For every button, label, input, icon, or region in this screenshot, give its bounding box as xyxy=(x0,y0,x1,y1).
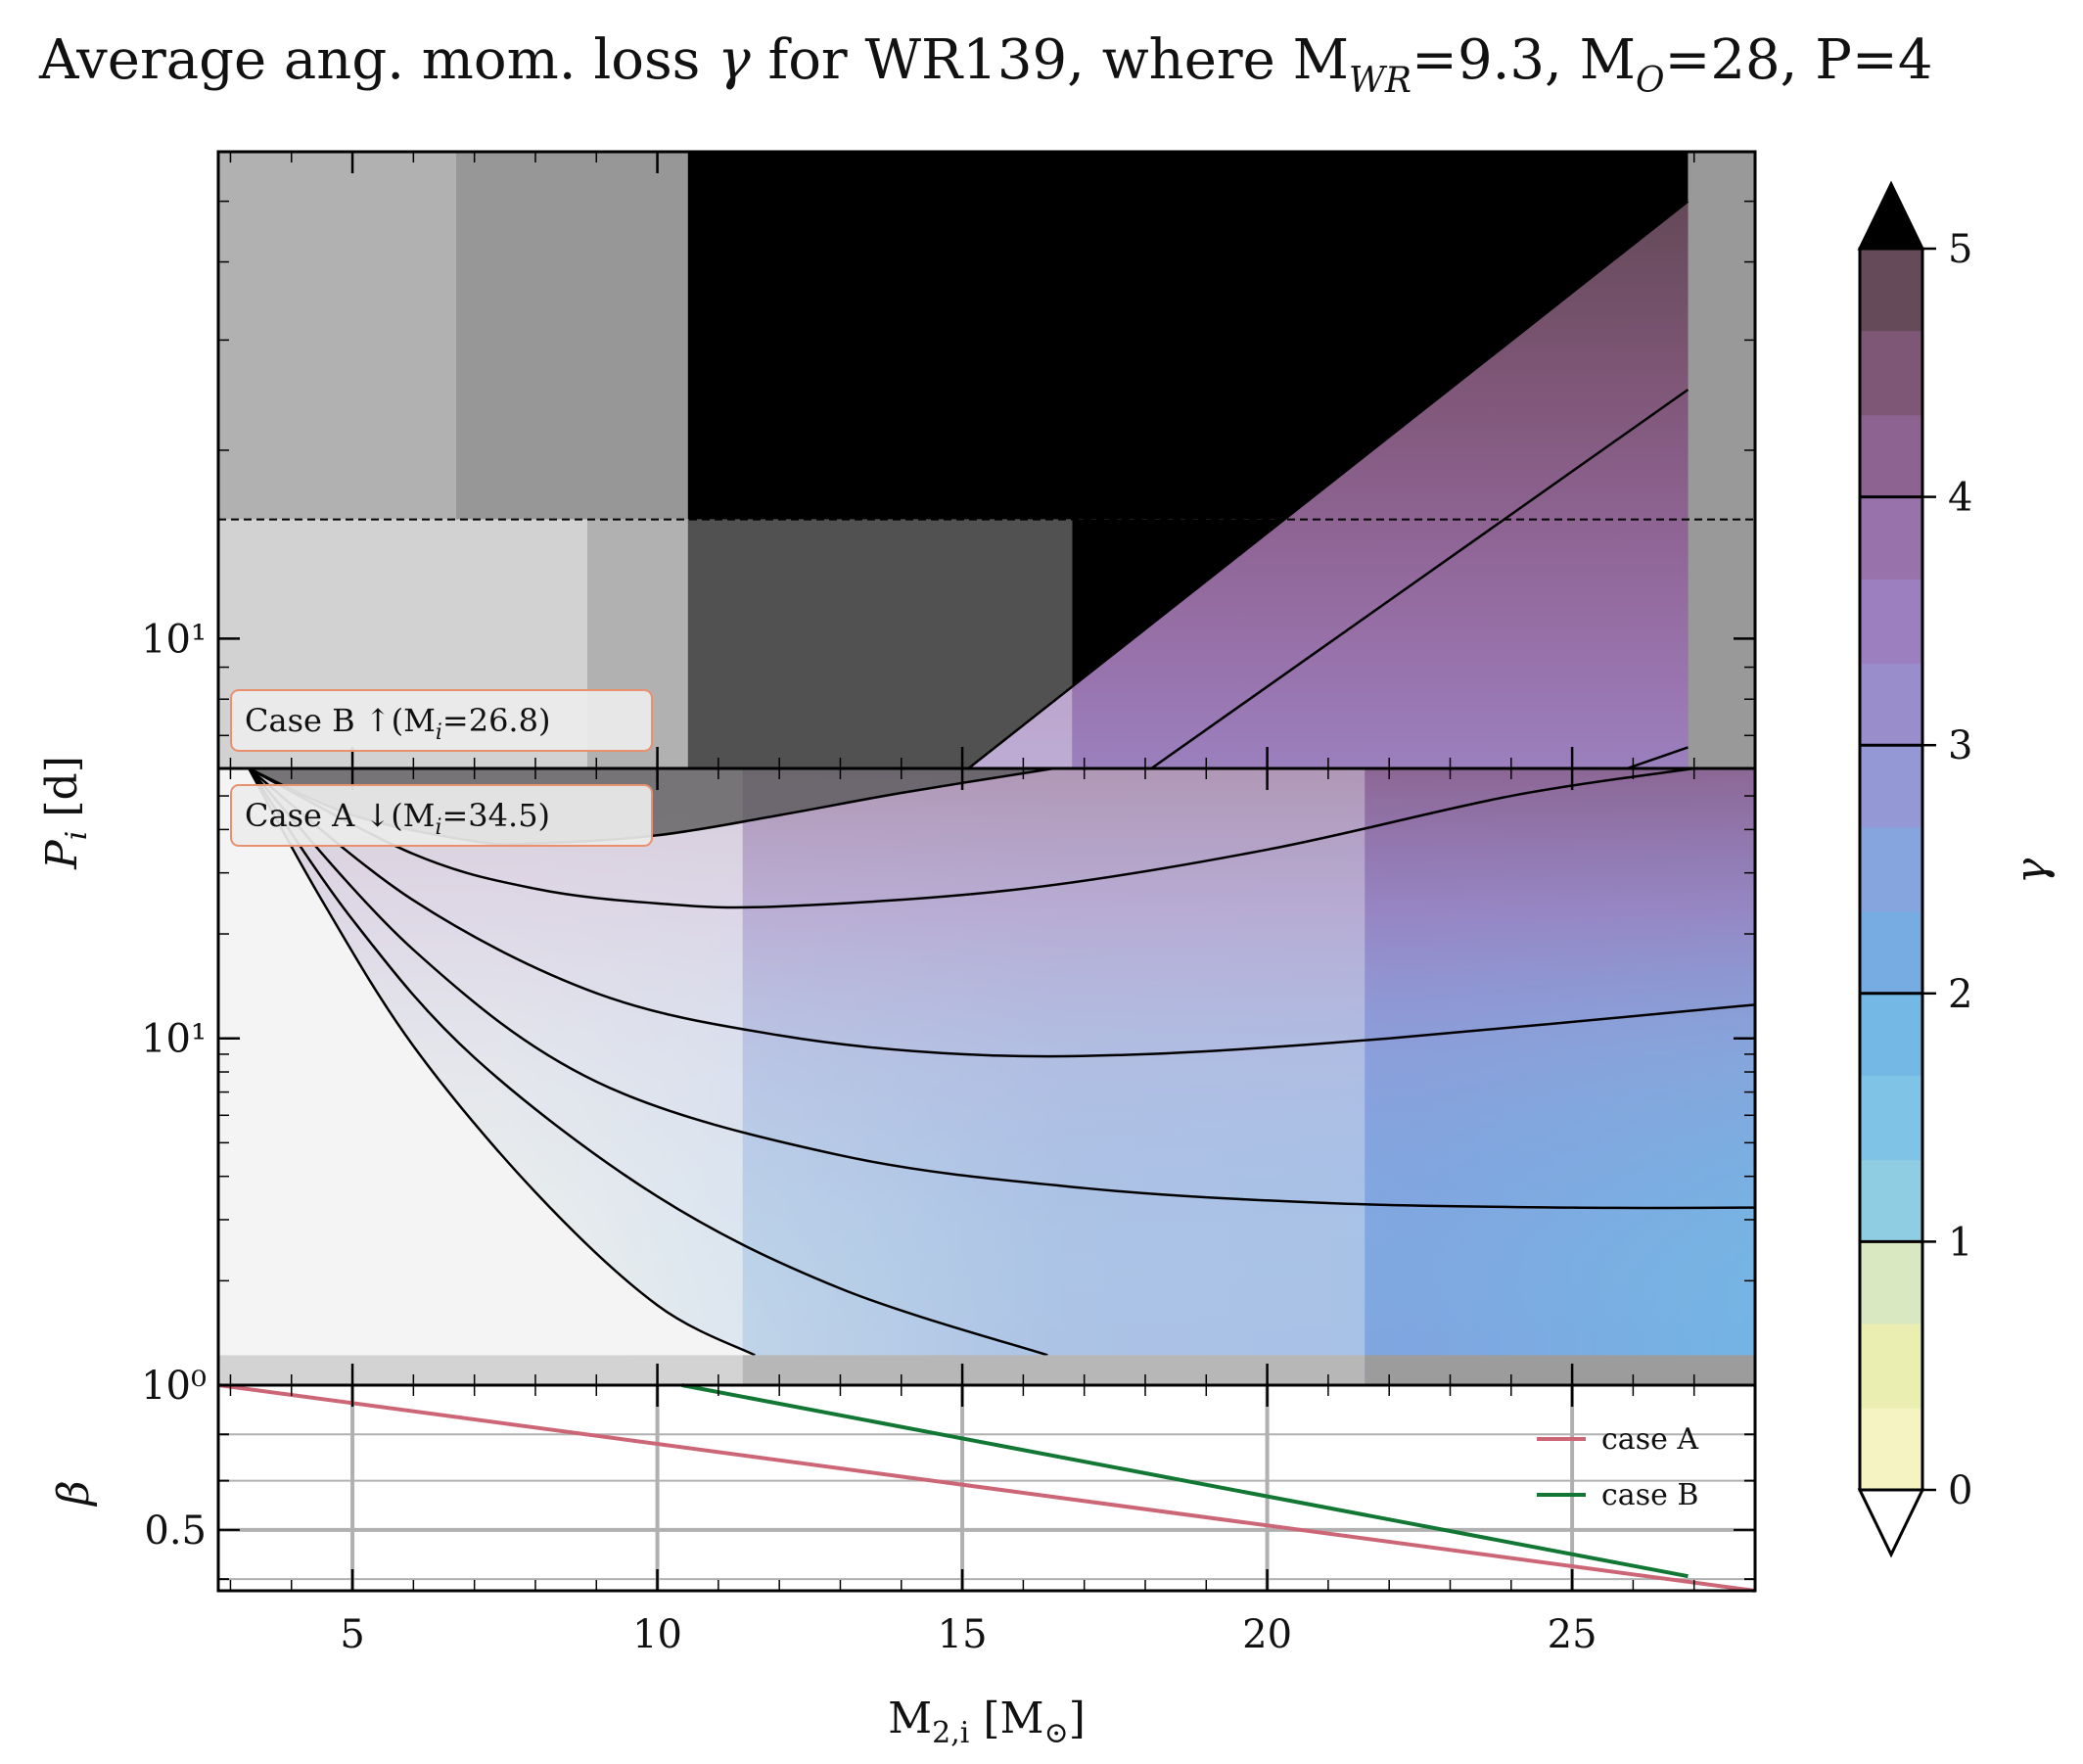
contour-a-gamma-4 xyxy=(248,768,1694,909)
case-b-panel xyxy=(218,152,1755,768)
mass-overlay-1 xyxy=(742,768,1366,1385)
legend-label-case-B: case B xyxy=(1601,1478,1698,1512)
x-axis-label: M2,i [M⊙] xyxy=(888,1694,1086,1750)
axes-frame-2 xyxy=(216,1383,1757,1593)
contour-b-gamma-4 xyxy=(1150,388,1690,768)
bottom-band-2 xyxy=(1365,1355,1755,1385)
wedge-boundary-line xyxy=(967,200,1690,768)
colorbar-tick-label: 2 xyxy=(1948,972,1972,1017)
colorbar-level-10 xyxy=(1860,579,1922,665)
case-b-annotation: Case B ↑(Mi=26.8) xyxy=(230,689,653,752)
colorbar-level-12 xyxy=(1860,414,1922,498)
colorbar-tick-label: 5 xyxy=(1948,227,1972,272)
gray-region-b-1 xyxy=(455,152,688,520)
contour-a-gamma-1 xyxy=(248,768,1048,1357)
contour-a-gamma-3 xyxy=(248,768,1755,1058)
beta-line-case-B xyxy=(681,1383,1689,1579)
x-tick-label: 25 xyxy=(1548,1612,1597,1657)
y-tick-label: 10¹ xyxy=(141,1017,207,1062)
beta-axis-label: β xyxy=(49,1480,99,1507)
x-tick-label: 5 xyxy=(340,1612,364,1657)
colorbar-level-5 xyxy=(1860,993,1922,1076)
colorbar: 0 1 2 3 4 5 xyxy=(1857,180,1972,1558)
beta-panel: case A case B xyxy=(217,1383,1756,1593)
x-tick-label: 10 xyxy=(632,1612,682,1657)
y-axis-label: Pi [d] xyxy=(37,756,94,870)
colorbar-tick-label: 0 xyxy=(1948,1468,1972,1513)
gray-region-b-7 xyxy=(1688,152,1755,768)
y-tick-label: 10¹ xyxy=(141,617,207,662)
contour-a-gamma-2 xyxy=(248,768,1755,1210)
bottom-band-0 xyxy=(218,1355,743,1385)
colorbar-level-2 xyxy=(1860,1241,1922,1324)
x-tick-label: 15 xyxy=(938,1612,988,1657)
colorbar-level-7 xyxy=(1860,826,1922,912)
legend-label-case-A: case A xyxy=(1601,1422,1698,1457)
mass-overlay-0 xyxy=(218,768,743,1385)
colorbar-extend-min xyxy=(1857,1488,1925,1558)
colorbar-tick-label: 1 xyxy=(1948,1220,1972,1265)
colorbar-level-6 xyxy=(1860,911,1922,995)
beta-y-tick-label: 0.5 xyxy=(144,1509,207,1554)
chart-title: Average ang. mom. loss γ for WR139, wher… xyxy=(38,28,1932,101)
colorbar-level-9 xyxy=(1860,663,1922,746)
svg-text:Case A ↓(Mi=34.5): Case A ↓(Mi=34.5) xyxy=(245,797,550,840)
colorbar-extend-max xyxy=(1857,180,1925,251)
colorbar-level-4 xyxy=(1860,1075,1922,1161)
x-tick-label: 20 xyxy=(1242,1612,1292,1657)
svg-text:Case B ↑(Mi=26.8): Case B ↑(Mi=26.8) xyxy=(245,702,550,745)
bottom-band-1 xyxy=(742,1355,1366,1385)
colorbar-level-11 xyxy=(1860,496,1922,580)
colorbar-level-8 xyxy=(1860,745,1922,828)
axes: 5 10 15 20 25 10¹ 10⁰ 10¹ 0.5 xyxy=(141,150,1757,1657)
case-a-annotation: Case A ↓(Mi=34.5) xyxy=(230,784,653,847)
colorbar-tick-label: 4 xyxy=(1948,476,1972,521)
colorbar-label: γ xyxy=(2007,858,2057,884)
contour-a-gamma-0 xyxy=(248,768,756,1357)
contour-b-gamma-3 xyxy=(1626,746,1689,768)
colorbar-level-13 xyxy=(1860,330,1922,416)
case-a-panel xyxy=(218,768,1755,1385)
colorbar-tick-label: 3 xyxy=(1948,723,1972,768)
y-tick-label: 10⁰ xyxy=(141,1364,207,1409)
gray-region-b-5 xyxy=(687,519,1073,768)
colorbar-level-0 xyxy=(1860,1408,1922,1491)
colorbar-level-14 xyxy=(1860,249,1922,332)
beta-line-case-A xyxy=(217,1383,1756,1593)
colorbar-level-1 xyxy=(1860,1323,1922,1409)
gray-region-b-0 xyxy=(218,152,456,520)
spacer xyxy=(743,768,1365,827)
colorbar-level-3 xyxy=(1860,1159,1922,1242)
